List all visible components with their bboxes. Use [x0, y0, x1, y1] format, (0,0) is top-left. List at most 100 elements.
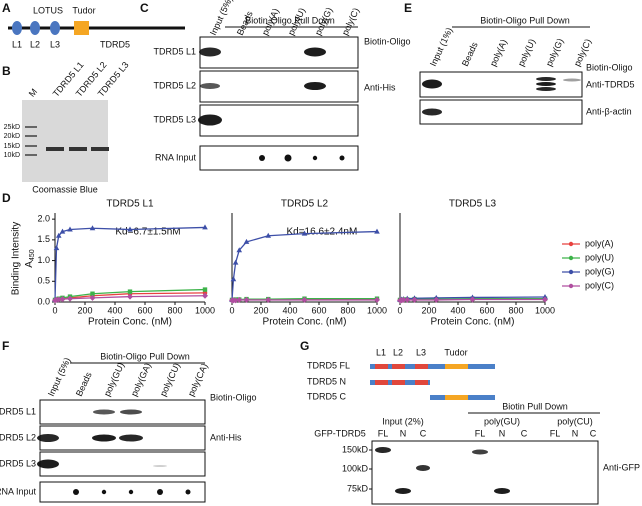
y-tick-label: 1.0 — [37, 255, 50, 265]
marker-band — [25, 145, 37, 147]
label: N — [499, 428, 506, 438]
label: 100kD — [342, 463, 369, 473]
legend-marker — [568, 283, 574, 289]
chart-title: TDRD5 L1 — [106, 199, 154, 210]
label: Anti-His — [364, 82, 396, 92]
dot — [73, 489, 79, 495]
annotation: Kd=16.6±2.4nM — [286, 227, 357, 238]
x-tick-label: 1000 — [195, 305, 215, 315]
label: Tudor — [72, 5, 95, 15]
band — [304, 82, 326, 90]
panel-label: D — [2, 191, 11, 205]
x-tick-label: 400 — [450, 305, 465, 315]
x-tick-label: 0 — [397, 305, 402, 315]
point — [202, 287, 208, 292]
label: LOTUS — [33, 5, 63, 15]
point — [265, 296, 272, 303]
dot — [128, 489, 134, 495]
label: 10kD — [4, 152, 20, 159]
point — [55, 296, 62, 303]
label: 25kD — [4, 124, 20, 131]
label: FL — [475, 428, 486, 438]
label: TDRD5 L2 — [153, 80, 196, 90]
protein-band — [69, 147, 87, 151]
label: Biotin Pull Down — [502, 401, 568, 411]
blot-frame — [419, 99, 583, 125]
construct-segment — [375, 364, 388, 369]
label: poly(GU) — [102, 361, 126, 398]
point — [202, 292, 208, 299]
point — [67, 295, 73, 302]
blot-frame — [39, 451, 206, 477]
band — [37, 459, 59, 469]
x-tick-label: 600 — [311, 305, 326, 315]
construct-segment — [392, 380, 405, 385]
label: 75kD — [347, 483, 369, 493]
point — [400, 296, 407, 303]
label: 150kD — [342, 444, 369, 454]
y-axis-label: Binding Intensity — [11, 222, 22, 295]
point — [232, 259, 239, 265]
band — [92, 434, 116, 442]
x-tick-label: 600 — [479, 305, 494, 315]
point — [90, 291, 95, 296]
construct-segment — [415, 380, 428, 385]
band — [494, 488, 510, 494]
label: TDRD5 L1 — [0, 406, 36, 416]
point — [202, 224, 208, 230]
x-tick-label: 800 — [167, 305, 182, 315]
blot-frame — [199, 36, 359, 69]
band — [37, 434, 59, 442]
protein-band — [46, 147, 64, 151]
label: 20kD — [4, 133, 20, 140]
label: poly(A) — [488, 38, 509, 68]
legend-label: poly(A) — [585, 238, 614, 248]
label: 15kD — [4, 143, 20, 150]
point — [89, 225, 96, 231]
x-tick-label: 400 — [282, 305, 297, 315]
label: poly(CU) — [158, 361, 182, 397]
blot-frame — [39, 399, 206, 425]
band — [304, 47, 326, 57]
label: TDRD5 L2 — [0, 432, 36, 442]
band — [120, 409, 142, 415]
point — [127, 226, 133, 232]
point — [230, 276, 237, 282]
label: Beads — [460, 40, 480, 68]
label: Biotin-Oligo Pull Down — [480, 15, 570, 25]
label: C — [420, 428, 427, 438]
label: Biotin-Oligo — [586, 62, 633, 72]
marker-band — [25, 154, 37, 156]
point — [411, 296, 418, 303]
band — [198, 114, 222, 126]
x-tick-label: 1000 — [367, 305, 387, 315]
band — [395, 488, 411, 494]
label: TDRD5 FL — [307, 360, 350, 370]
label: poly(GU) — [484, 416, 520, 426]
blot-frame — [199, 145, 359, 171]
x-tick-label: 1000 — [535, 305, 555, 315]
panel-label: C — [140, 1, 149, 15]
label: Anti-His — [210, 432, 242, 442]
protein-band — [91, 147, 109, 151]
label: L2 — [393, 347, 403, 357]
label: Biotin-Oligo — [364, 36, 411, 46]
band — [536, 77, 556, 81]
band — [416, 465, 430, 471]
label: N — [572, 428, 579, 438]
gel — [22, 100, 108, 182]
label: N — [400, 428, 407, 438]
point — [433, 296, 440, 303]
y-axis-label-sub: 450 — [29, 249, 36, 261]
point — [236, 296, 243, 303]
legend-marker — [568, 241, 574, 247]
panel-label: E — [404, 1, 412, 15]
blot-frame — [371, 440, 599, 505]
x-axis-label: Protein Conc. (nM) — [88, 317, 172, 328]
label: Coomassie Blue — [32, 184, 98, 194]
label: poly(CU) — [557, 416, 593, 426]
construct-segment — [375, 380, 388, 385]
lotus-domain — [50, 21, 60, 35]
dot — [101, 489, 107, 495]
